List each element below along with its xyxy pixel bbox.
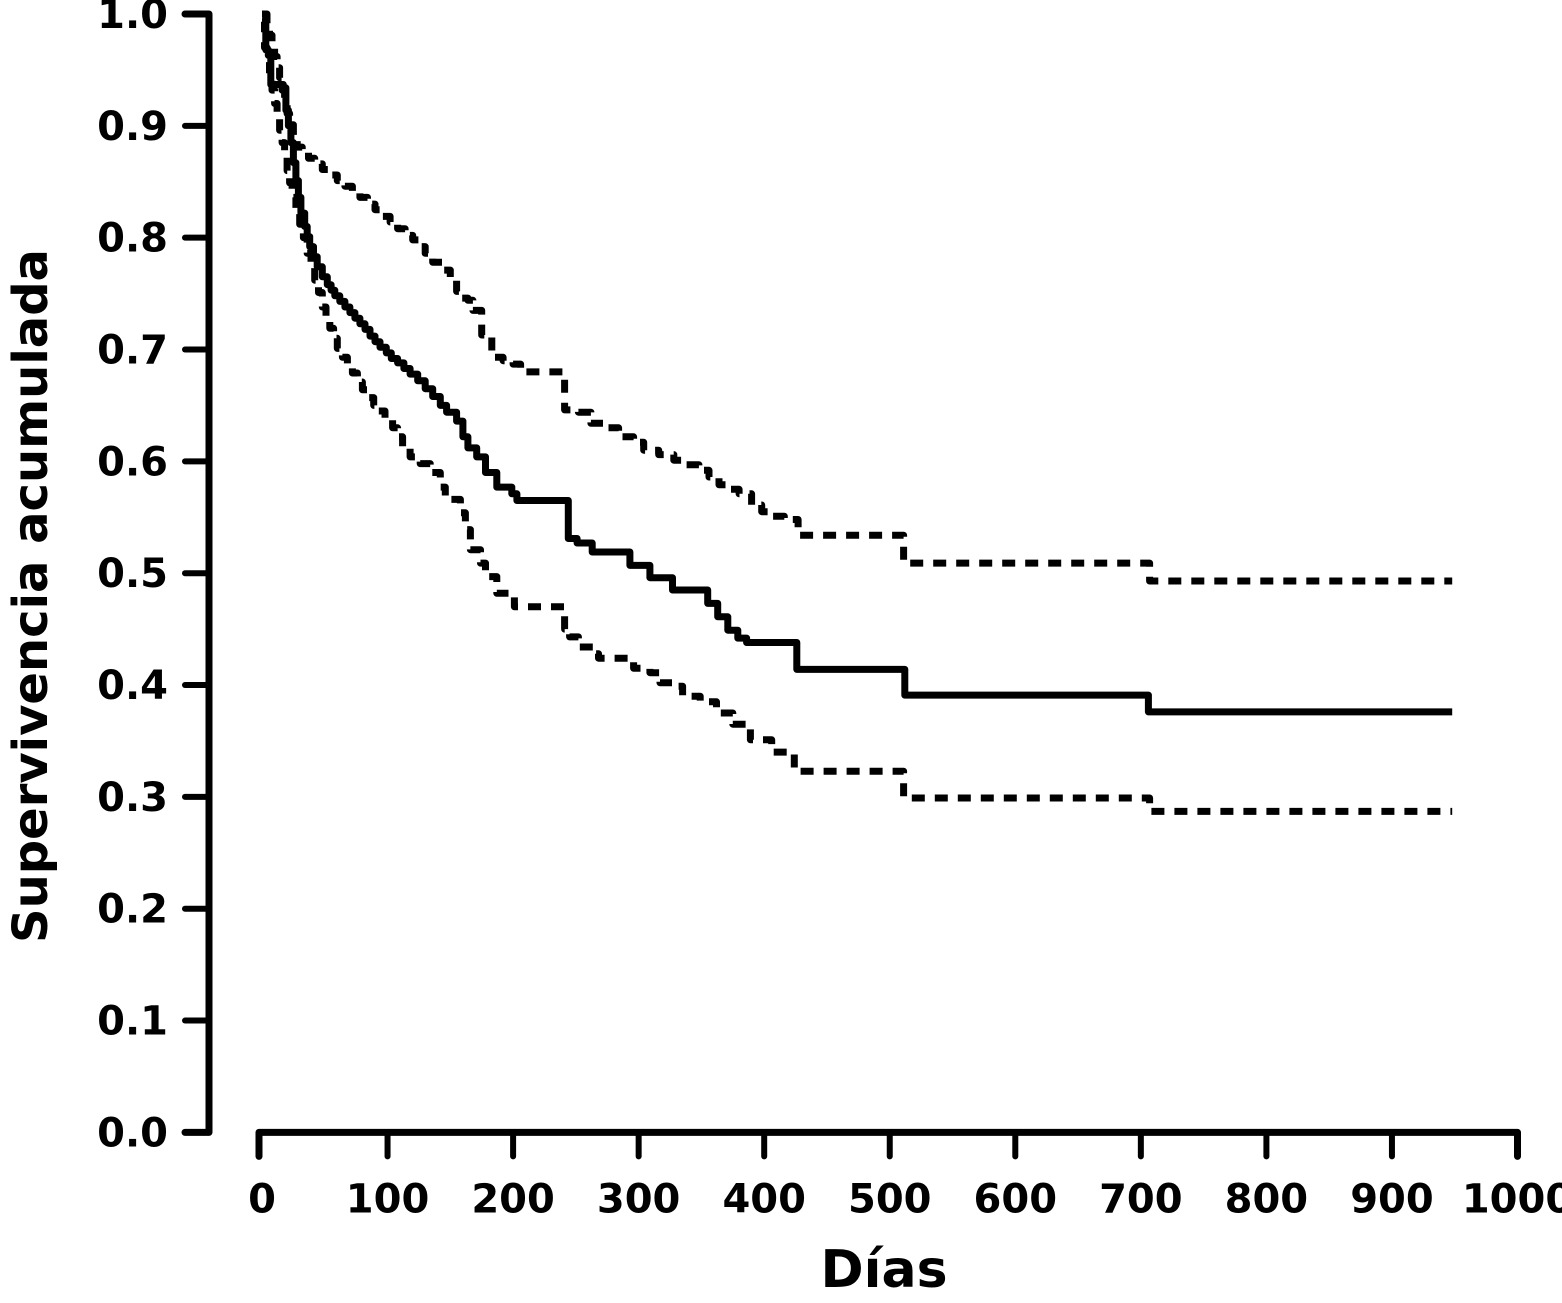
x-tick-label: 900 [1350, 1176, 1434, 1222]
x-tick-label: 200 [471, 1176, 555, 1222]
x-tick-label: 0 [248, 1176, 276, 1222]
supervivencia-acumulada-curve [262, 10, 1453, 716]
x-tick-label: 700 [1099, 1176, 1183, 1222]
x-tick-label: 100 [346, 1176, 430, 1222]
y-tick-label: 0.3 [97, 775, 168, 821]
y-tick-label: 1.0 [97, 0, 168, 38]
y-tick-label: 0.2 [97, 887, 168, 933]
x-axis-title: Días [820, 1240, 948, 1300]
y-tick-label: 0.6 [97, 439, 168, 485]
x-tick-label: 800 [1225, 1176, 1309, 1222]
y-tick-label: 0.1 [97, 999, 168, 1045]
y-tick-label: 0.9 [97, 104, 168, 150]
y-tick-label: 0.0 [97, 1110, 168, 1156]
x-tick-label: 500 [848, 1176, 932, 1222]
y-tick-label: 0.5 [97, 551, 168, 597]
x-tick-label: 600 [974, 1176, 1058, 1222]
y-axis-title: Supervivencia acumulada [3, 249, 59, 943]
ic95-superior-curve [263, 10, 1453, 585]
y-tick-label: 0.7 [97, 328, 168, 374]
y-tick-label: 0.8 [97, 216, 168, 262]
ic95-inferior-curve [261, 18, 1453, 815]
y-tick-label: 0.4 [97, 663, 168, 709]
x-tick-label: 1000 [1462, 1176, 1562, 1222]
x-tick-label: 300 [597, 1176, 681, 1222]
x-tick-label: 400 [722, 1176, 806, 1222]
